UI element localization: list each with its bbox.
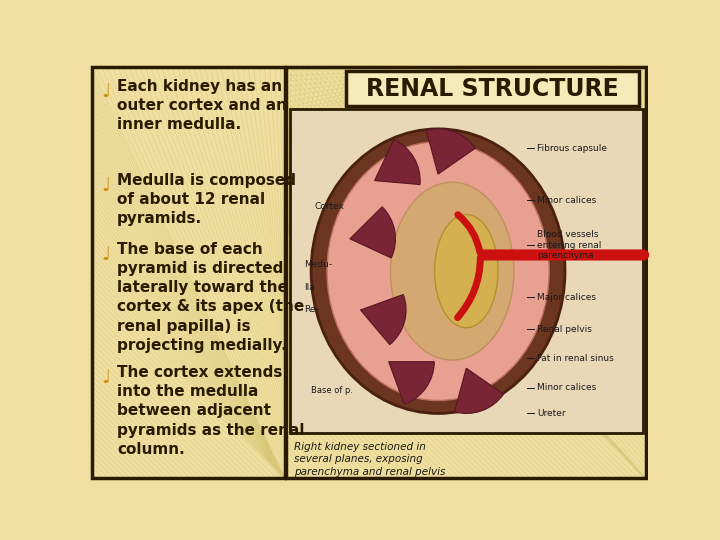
Text: Renal pelvis: Renal pelvis [537, 325, 592, 334]
Text: The base of each
pyramid is directed
laterally toward the
cortex & its apex (the: The base of each pyramid is directed lat… [117, 242, 305, 353]
Text: Medulla is composed
of about 12 renal
pyramids.: Medulla is composed of about 12 renal py… [117, 173, 296, 226]
Wedge shape [426, 129, 475, 174]
Ellipse shape [311, 129, 565, 414]
Text: Ureter: Ureter [537, 409, 565, 418]
Text: Blood vessels
entering renal
parenchyma: Blood vessels entering renal parenchyma [537, 231, 601, 260]
Text: lla: lla [304, 283, 315, 292]
FancyBboxPatch shape [346, 71, 639, 106]
Text: Medu-: Medu- [304, 260, 332, 269]
Text: Each kidney has an
outer cortex and an
inner medulla.: Each kidney has an outer cortex and an i… [117, 79, 287, 132]
Text: The cortex extends
into the medulla
between adjacent
pyramids as the renal
colum: The cortex extends into the medulla betw… [117, 365, 305, 457]
Text: RENAL STRUCTURE: RENAL STRUCTURE [366, 77, 618, 100]
Wedge shape [454, 368, 503, 414]
Text: Base of p.: Base of p. [311, 386, 353, 395]
Wedge shape [361, 294, 406, 345]
Text: Minor calices: Minor calices [537, 383, 596, 392]
Wedge shape [374, 139, 420, 185]
Ellipse shape [435, 214, 498, 328]
Ellipse shape [327, 142, 549, 401]
Text: ♩: ♩ [102, 245, 111, 264]
Wedge shape [389, 362, 434, 404]
Text: Cortex: Cortex [315, 202, 345, 211]
Text: Fibrous capsule: Fibrous capsule [537, 144, 607, 153]
Text: Re-: Re- [304, 306, 319, 314]
Text: Right kidney sectioned in
several planes, exposing
parenchyma and renal pelvis: Right kidney sectioned in several planes… [294, 442, 445, 477]
FancyBboxPatch shape [290, 110, 642, 433]
Text: Major calices: Major calices [537, 293, 595, 301]
Text: ♩: ♩ [102, 368, 111, 387]
Text: ♩: ♩ [102, 176, 111, 195]
Ellipse shape [390, 182, 514, 360]
Text: ♩: ♩ [102, 82, 111, 101]
Wedge shape [350, 207, 395, 258]
Text: Fat in renal sinus: Fat in renal sinus [537, 354, 613, 363]
Text: Minor calices: Minor calices [537, 195, 596, 205]
